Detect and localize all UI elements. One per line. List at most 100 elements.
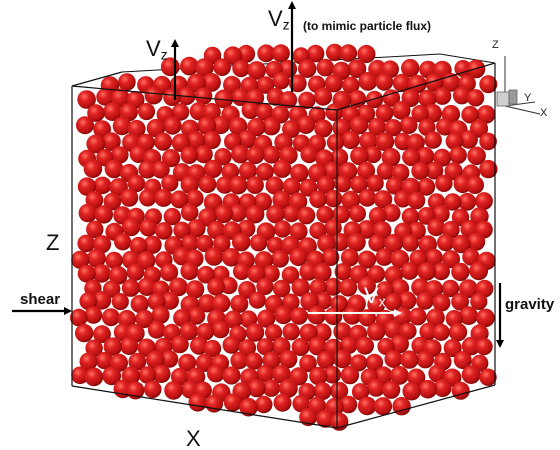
particle (272, 159, 292, 178)
particle (231, 145, 250, 164)
particle (373, 190, 393, 209)
particle (399, 116, 418, 135)
particle (84, 367, 104, 387)
particle (272, 72, 290, 90)
axis-triad-icon (496, 56, 541, 115)
particle (194, 145, 213, 164)
triad-x-label: X (540, 107, 548, 119)
particle (232, 262, 251, 280)
particle (325, 43, 344, 62)
particle (443, 339, 462, 357)
particle (348, 90, 367, 108)
particle (356, 336, 374, 355)
shear-label: shear (20, 291, 61, 308)
particle (120, 188, 139, 207)
particle (77, 234, 95, 253)
particle (317, 234, 336, 253)
particle (256, 76, 275, 94)
particle (187, 73, 206, 93)
particle (256, 338, 274, 356)
particle (75, 323, 94, 343)
triad-z-label: Z (492, 39, 499, 51)
particle (407, 191, 426, 210)
particle (349, 115, 369, 135)
particle (105, 251, 123, 270)
particle (357, 44, 376, 64)
box-edge-back-right-top (439, 53, 496, 64)
particle (384, 234, 403, 253)
particle (367, 322, 386, 341)
particle (290, 163, 309, 183)
particle (289, 247, 308, 267)
particle (324, 74, 344, 93)
particle (112, 116, 132, 136)
box-edge-top-left (71, 71, 123, 87)
particle (448, 322, 468, 342)
particle (77, 90, 96, 109)
particle (101, 308, 120, 327)
particle (186, 189, 204, 208)
particle (479, 159, 498, 179)
particle (207, 220, 226, 240)
particle (291, 338, 310, 356)
particle (262, 145, 281, 164)
particle (401, 234, 419, 252)
particle (330, 381, 349, 400)
particle (432, 323, 450, 341)
particle (169, 277, 188, 297)
particle (437, 233, 455, 252)
particle (433, 148, 452, 167)
particle (296, 115, 316, 134)
particle (79, 292, 98, 310)
particle (417, 262, 437, 281)
particle (467, 232, 486, 251)
particle (357, 276, 376, 295)
particle (454, 60, 472, 78)
particle (120, 336, 139, 355)
particle (407, 74, 427, 94)
particle (384, 293, 402, 311)
particle (170, 367, 189, 386)
particle (340, 336, 358, 354)
particle (245, 323, 265, 342)
particle (84, 306, 103, 324)
particle (306, 44, 325, 63)
particle (339, 278, 358, 297)
particle (146, 118, 166, 138)
particle (171, 103, 190, 121)
particle (411, 278, 430, 297)
particle (459, 306, 478, 325)
particle (415, 147, 435, 166)
particle (359, 131, 378, 151)
particle (196, 234, 214, 253)
particle (160, 350, 179, 368)
particle (230, 294, 249, 313)
particle (416, 350, 435, 369)
particle (316, 350, 335, 369)
particle (143, 380, 162, 399)
particle (255, 103, 274, 121)
particle (427, 218, 446, 237)
particle (92, 264, 111, 283)
particle (432, 293, 451, 312)
particle (121, 278, 140, 297)
particle (214, 148, 232, 166)
particle (103, 102, 122, 121)
particle (214, 204, 234, 224)
particle (230, 351, 248, 370)
particle (181, 234, 199, 252)
particle (417, 177, 436, 196)
particle (312, 263, 332, 282)
particle (179, 322, 198, 341)
particle (375, 248, 394, 266)
particle (83, 159, 103, 178)
particle (339, 395, 358, 414)
particle (298, 91, 316, 110)
particle (469, 261, 489, 281)
particle (198, 175, 217, 194)
particle (71, 366, 89, 385)
particle (139, 218, 158, 237)
particle (367, 378, 386, 397)
